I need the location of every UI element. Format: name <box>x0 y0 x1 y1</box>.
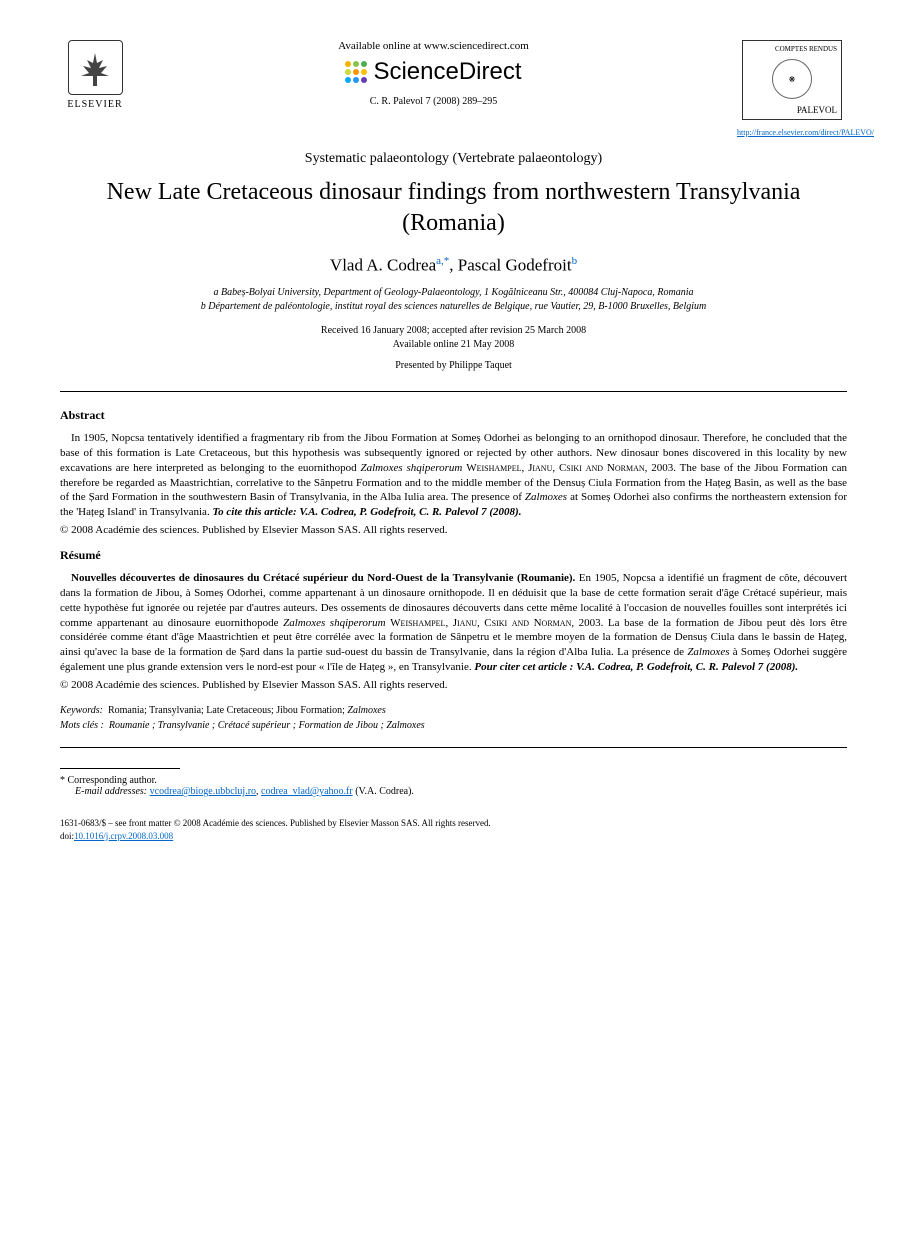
footer-separator <box>60 768 180 769</box>
header-row: ELSEVIER Available online at www.science… <box>60 40 847 139</box>
sciencedirect-logo: ScienceDirect <box>150 58 717 86</box>
sd-dots-icon <box>345 61 367 83</box>
journal-bottom-label: PALEVOL <box>747 105 837 115</box>
abstract-heading: Abstract <box>60 408 847 423</box>
author-1-marks[interactable]: a,* <box>436 255 449 267</box>
email-link-1[interactable]: vcodrea@bioge.ubbcluj.ro <box>150 786 256 797</box>
keywords-label: Keywords: <box>60 705 103 716</box>
resume-heading: Résumé <box>60 548 847 563</box>
available-line: Available online 21 May 2008 <box>60 338 847 352</box>
citation-line: C. R. Palevol 7 (2008) 289–295 <box>150 96 717 107</box>
available-online-text: Available online at www.sciencedirect.co… <box>150 40 717 52</box>
issn-line: 1631-0683/$ – see front matter © 2008 Ac… <box>60 817 847 830</box>
elsevier-tree-icon <box>68 40 123 95</box>
author-2-marks[interactable]: b <box>572 255 578 267</box>
doi-line: doi:10.1016/j.crpv.2008.03.008 <box>60 830 847 843</box>
keywords-values: Romania; Transylvania; Late Cretaceous; … <box>108 705 386 716</box>
abstract-body: In 1905, Nopcsa tentatively identified a… <box>60 431 847 520</box>
bottom-info: 1631-0683/$ – see front matter © 2008 Ac… <box>60 817 847 842</box>
motscles-label: Mots clés : <box>60 720 104 731</box>
sciencedirect-text: ScienceDirect <box>373 58 521 86</box>
journal-top-label: COMPTES RENDUS <box>747 45 837 53</box>
sd-dot <box>361 69 367 75</box>
received-line: Received 16 January 2008; accepted after… <box>60 324 847 338</box>
doi-prefix: doi: <box>60 831 74 841</box>
corresponding-author: * Corresponding author. <box>60 775 847 786</box>
elsevier-label: ELSEVIER <box>67 99 122 110</box>
email-label: E-mail addresses: <box>75 786 147 797</box>
sd-dot <box>361 77 367 83</box>
keywords-line: Keywords: Romania; Transylvania; Late Cr… <box>60 705 847 716</box>
email-link-2[interactable]: codrea_vlad@yahoo.fr <box>261 786 353 797</box>
motscles-values: Roumanie ; Transylvanie ; Crétacé supéri… <box>109 720 425 731</box>
journal-cover-icon: COMPTES RENDUS ❋ PALEVOL <box>742 40 842 120</box>
article-title: New Late Cretaceous dinosaur findings fr… <box>60 177 847 239</box>
rule-bottom <box>60 747 847 748</box>
sd-dot <box>353 77 359 83</box>
resume-body: Nouvelles découvertes de dinosaures du C… <box>60 571 847 675</box>
email-line: E-mail addresses: vcodrea@bioge.ubbcluj.… <box>75 786 847 797</box>
dates-block: Received 16 January 2008; accepted after… <box>60 324 847 352</box>
journal-seal-icon: ❋ <box>772 59 812 99</box>
journal-logo-block: COMPTES RENDUS ❋ PALEVOL http://france.e… <box>737 40 847 139</box>
email-attribution: (V.A. Codrea). <box>355 786 414 797</box>
author-2: Pascal Godefroit <box>458 256 572 275</box>
journal-url-link[interactable]: http://france.elsevier.com/direct/PALEVO… <box>737 128 874 137</box>
center-header: Available online at www.sciencedirect.co… <box>130 40 737 107</box>
presented-by: Presented by Philippe Taquet <box>60 360 847 371</box>
resume-copyright: © 2008 Académie des sciences. Published … <box>60 679 847 691</box>
section-topic: Systematic palaeontology (Vertebrate pal… <box>60 151 847 167</box>
sd-dot <box>353 69 359 75</box>
author-1: Vlad A. Codrea <box>330 256 436 275</box>
sd-dot <box>345 61 351 67</box>
motscles-line: Mots clés : Roumanie ; Transylvanie ; Cr… <box>60 720 847 731</box>
affiliation-b: b Département de paléontologie, institut… <box>60 300 847 314</box>
authors-line: Vlad A. Codreaa,*, Pascal Godefroitb <box>60 255 847 276</box>
rule-top <box>60 391 847 392</box>
affiliations: a Babeș-Bolyai University, Department of… <box>60 286 847 314</box>
sd-dot <box>361 61 367 67</box>
sd-dot <box>345 77 351 83</box>
affiliation-a: a Babeș-Bolyai University, Department of… <box>60 286 847 300</box>
doi-link[interactable]: 10.1016/j.crpv.2008.03.008 <box>74 831 173 841</box>
elsevier-logo: ELSEVIER <box>60 40 130 120</box>
sd-dot <box>353 61 359 67</box>
sd-dot <box>345 69 351 75</box>
abstract-copyright: © 2008 Académie des sciences. Published … <box>60 524 847 536</box>
